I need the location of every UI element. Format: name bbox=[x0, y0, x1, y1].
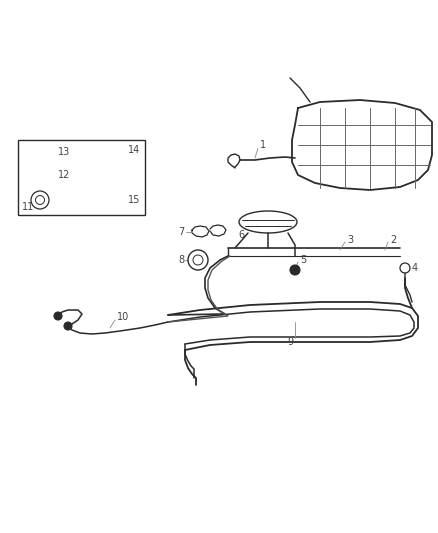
Text: 1: 1 bbox=[260, 140, 266, 150]
Text: 8: 8 bbox=[178, 255, 184, 265]
Text: 7: 7 bbox=[178, 227, 184, 237]
Text: 10: 10 bbox=[117, 312, 129, 322]
Text: 6: 6 bbox=[238, 230, 244, 240]
Text: 13: 13 bbox=[58, 147, 70, 157]
Bar bbox=[18, 140, 145, 215]
Text: 12: 12 bbox=[58, 170, 71, 180]
Text: 9: 9 bbox=[287, 337, 293, 347]
Text: 3: 3 bbox=[347, 235, 353, 245]
Circle shape bbox=[290, 265, 300, 275]
Text: 11: 11 bbox=[22, 202, 34, 212]
Text: 4: 4 bbox=[412, 263, 418, 273]
Text: 2: 2 bbox=[390, 235, 396, 245]
Text: 14: 14 bbox=[128, 145, 140, 155]
Text: 15: 15 bbox=[128, 195, 140, 205]
Circle shape bbox=[64, 322, 72, 330]
Circle shape bbox=[54, 312, 62, 320]
Text: 5: 5 bbox=[300, 255, 306, 265]
